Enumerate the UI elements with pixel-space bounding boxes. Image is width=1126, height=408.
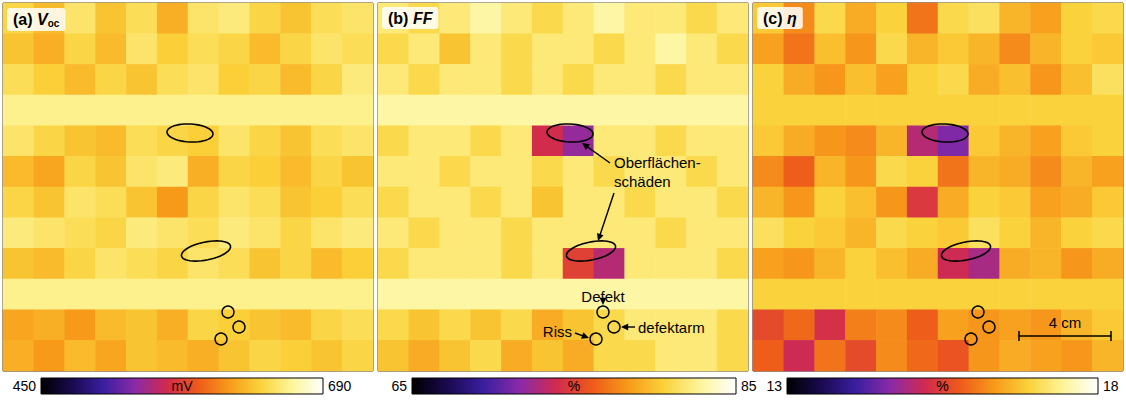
svg-text:65: 65 [391,378,407,394]
svg-text:oc: oc [48,18,60,29]
svg-text:18: 18 [1103,378,1119,394]
svg-text:Oberflächen-: Oberflächen- [614,154,701,171]
svg-text:(b): (b) [388,10,413,27]
svg-text:%: % [568,378,580,394]
svg-text:defektarm: defektarm [638,319,705,336]
svg-text:Defekt: Defekt [581,288,625,305]
svg-text:(c): (c) [763,10,787,27]
svg-text:85: 85 [741,378,757,394]
svg-text:%: % [936,378,948,394]
svg-text:FF: FF [413,10,434,27]
svg-text:η: η [787,10,797,27]
svg-text:(a): (a) [13,11,37,28]
svg-text:mV: mV [172,378,194,394]
svg-text:4 cm: 4 cm [1049,314,1082,331]
svg-text:13: 13 [766,378,782,394]
svg-text:450: 450 [13,378,37,394]
svg-text:V: V [37,10,48,28]
svg-text:schäden: schäden [614,173,671,190]
svg-text:Riss: Riss [543,323,572,340]
svg-text:690: 690 [328,378,352,394]
